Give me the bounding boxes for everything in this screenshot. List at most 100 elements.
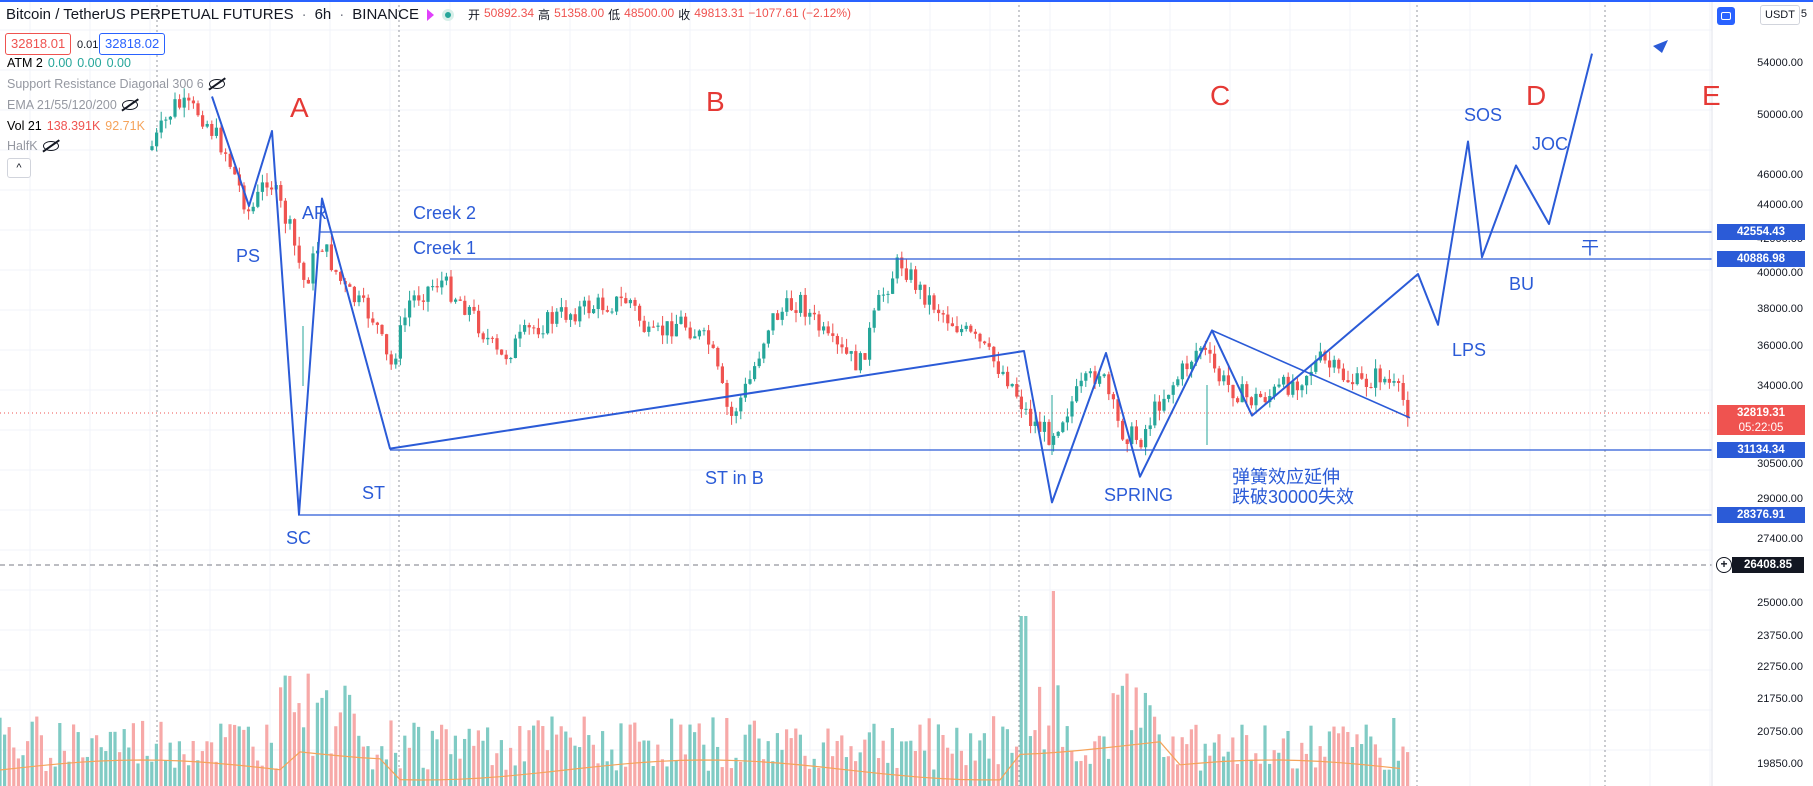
event-label-sc[interactable]: SC: [286, 528, 312, 548]
volume-bar: [113, 731, 117, 786]
volume-bar: [7, 727, 11, 786]
price-axis-label: 21750.00: [1757, 693, 1803, 705]
flag-icon[interactable]: [426, 8, 434, 21]
candle-body: [633, 299, 637, 306]
candle-body: [233, 166, 237, 175]
candle-body: [1305, 375, 1309, 386]
symbol-name[interactable]: Bitcoin / TetherUS PERPETUAL FUTURES: [6, 6, 294, 23]
candle-body: [1190, 361, 1194, 370]
high-label: 高: [538, 8, 551, 22]
volume-bar: [564, 731, 568, 786]
indicator-support-resistance[interactable]: Support Resistance Diagonal 300 6: [7, 77, 225, 91]
candle-body: [297, 245, 301, 263]
volume-bar: [21, 755, 25, 786]
volume-bar: [1070, 750, 1074, 786]
candle-body: [794, 310, 798, 313]
close-value: 49813.31: [694, 6, 745, 20]
price-axis-label: 44000.00: [1757, 199, 1803, 211]
phase-label-e[interactable]: E: [1702, 80, 1721, 111]
market-status-icon[interactable]: [441, 8, 454, 21]
candle-body: [1337, 359, 1341, 369]
indicator-volume[interactable]: Vol 21 138.391K 92.71K: [7, 119, 145, 133]
candle-body: [458, 299, 462, 301]
candle-body: [1245, 384, 1249, 398]
indicator-ema[interactable]: EMA 21/55/120/200: [7, 98, 138, 112]
price-axis-label: 50000.00: [1757, 109, 1803, 121]
phase-label-d[interactable]: D: [1526, 80, 1547, 111]
hidden-eye-icon[interactable]: [121, 100, 138, 110]
exchange-label: BINANCE: [352, 6, 419, 23]
volume-bar: [596, 763, 600, 786]
event-label-sos[interactable]: SOS: [1464, 105, 1503, 125]
volume-bar: [1102, 736, 1106, 786]
candle-body: [1144, 429, 1148, 448]
candle-body: [1130, 426, 1134, 444]
add-alert-plus-icon[interactable]: +: [1716, 557, 1732, 573]
candle-body: [638, 305, 642, 321]
volume-bar: [941, 735, 945, 786]
phase-label-a[interactable]: A: [290, 92, 309, 123]
candle-body: [1406, 399, 1410, 418]
sell-button[interactable]: 32818.01: [5, 33, 72, 55]
event-label-spring[interactable]: SPRING: [1104, 485, 1174, 505]
candle-body: [803, 294, 807, 317]
volume-bar: [490, 765, 494, 786]
volume-bar: [1010, 752, 1014, 786]
event-label-lps[interactable]: LPS: [1452, 340, 1487, 360]
phase-label-c[interactable]: C: [1210, 80, 1231, 111]
candle-body: [481, 333, 485, 340]
volume-bar: [173, 767, 177, 786]
close-label: 收: [678, 8, 691, 22]
candle-body: [748, 379, 752, 384]
event-label-bu[interactable]: BU: [1509, 274, 1535, 294]
interval-label[interactable]: 6h: [314, 6, 332, 23]
collapse-legend-button[interactable]: ^: [7, 158, 31, 178]
volume-bar: [578, 747, 582, 786]
candle-body: [674, 323, 678, 337]
volume-bar: [877, 758, 881, 786]
candle-body: [661, 325, 665, 336]
candle-body: [532, 327, 536, 329]
candle-body: [969, 325, 973, 332]
hidden-eye-icon[interactable]: [208, 79, 225, 89]
indicator-halfk[interactable]: HalfK: [7, 139, 59, 153]
volume-bar: [1323, 756, 1327, 786]
event-label-creek2[interactable]: Creek 2: [413, 203, 477, 223]
volume-bar: [522, 761, 526, 786]
candle-body: [1019, 396, 1023, 410]
event-label-marker[interactable]: 干: [1581, 238, 1599, 258]
price-alert-icon[interactable]: [1717, 7, 1735, 25]
candle-body: [1024, 408, 1028, 410]
event-label-creek1[interactable]: Creek 1: [413, 238, 477, 258]
candle-body: [914, 269, 918, 290]
candle-body: [1038, 421, 1042, 432]
event-label-joc[interactable]: JOC: [1532, 134, 1568, 154]
event-label-ar[interactable]: AR: [302, 203, 328, 223]
event-label-st-in-b[interactable]: ST in B: [705, 468, 764, 488]
candle-body: [601, 297, 605, 311]
volume-bar: [913, 750, 917, 786]
candle-body: [1401, 383, 1405, 400]
volume-bar: [748, 724, 752, 786]
candle-body: [1332, 359, 1336, 368]
volume-bar: [348, 694, 352, 786]
price-tag: 32819.31 05:22:05: [1717, 405, 1805, 435]
volume-bar: [145, 755, 149, 786]
event-label-ps[interactable]: PS: [236, 246, 261, 266]
candle-body: [472, 306, 476, 311]
candle-body: [1208, 349, 1212, 354]
candle-body: [555, 311, 559, 324]
buy-button[interactable]: 32818.02: [99, 33, 166, 55]
currency-button[interactable]: USDT: [1760, 5, 1800, 25]
note-line-1[interactable]: 弹簧效应延伸: [1232, 467, 1340, 487]
note-line-2[interactable]: 跌破30000失效: [1232, 487, 1355, 507]
volume-bar: [895, 767, 899, 786]
phase-label-b[interactable]: B: [706, 86, 725, 117]
hidden-eye-icon[interactable]: [42, 141, 59, 151]
indicator-atm[interactable]: ATM 2 0.00 0.00 0.00: [7, 56, 131, 70]
candle-body: [831, 333, 835, 336]
event-label-st[interactable]: ST: [362, 483, 386, 503]
volume-bar: [214, 761, 218, 786]
